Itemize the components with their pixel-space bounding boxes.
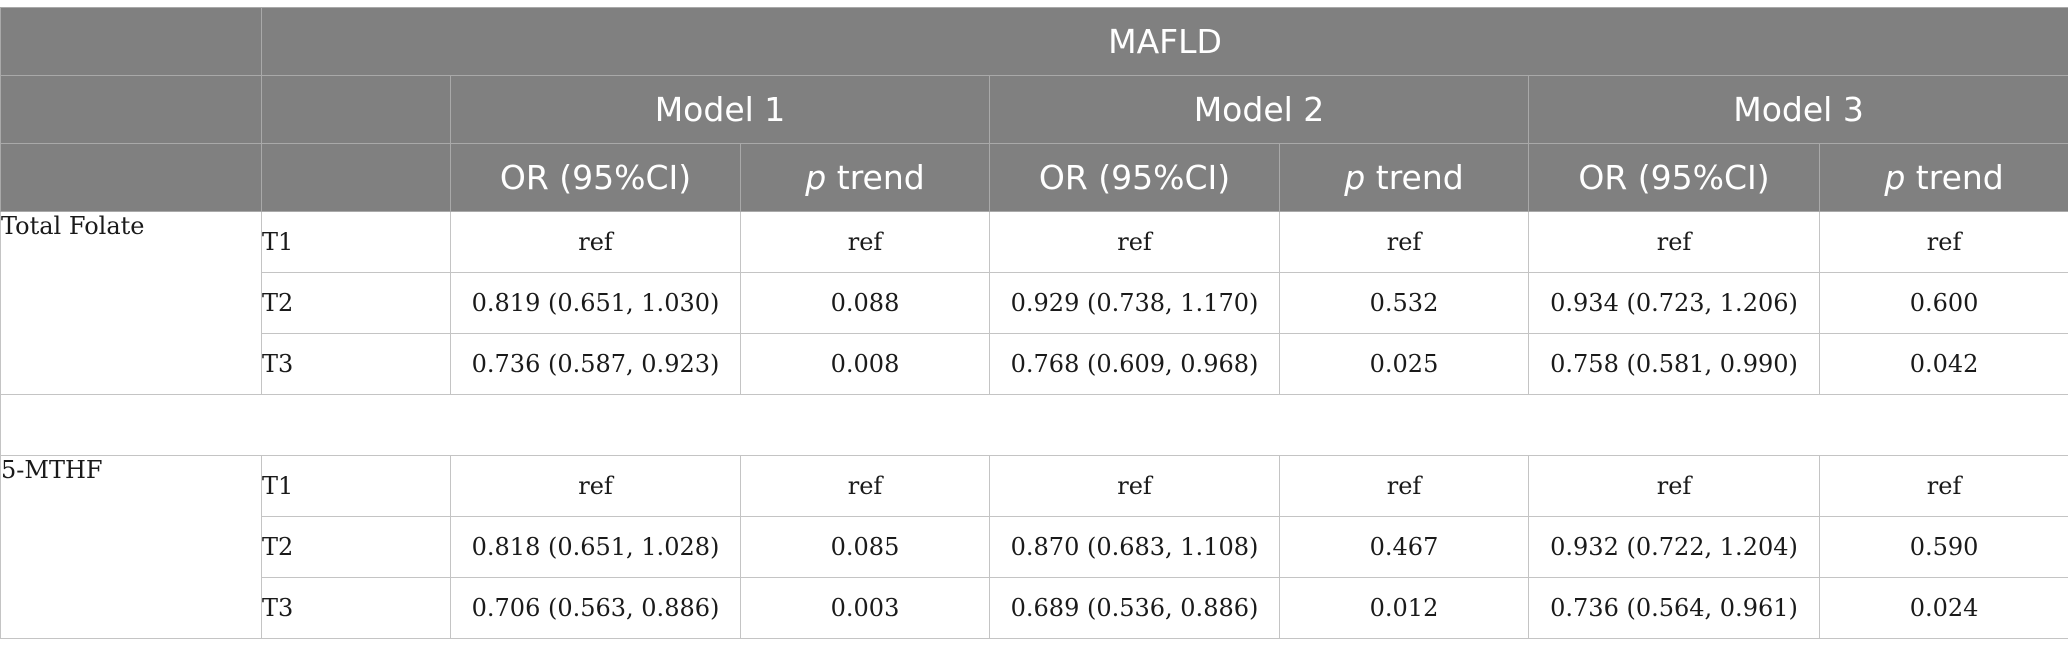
table-row: T2 0.818 (0.651, 1.028) 0.085 0.870 (0.6… xyxy=(1,516,2068,578)
or-ci-header: OR (95%CI) xyxy=(989,143,1280,212)
p-trend-cell: ref xyxy=(1279,211,1529,273)
p-trend-cell: 0.042 xyxy=(1818,333,2068,395)
or-cell: 0.929 (0.738, 1.170) xyxy=(989,272,1280,334)
table-row: Total Folate T1 ref ref ref ref ref ref xyxy=(0,211,2068,395)
p-trend-cell: ref xyxy=(1818,211,2068,273)
p-trend-cell: 0.600 xyxy=(1818,272,2068,334)
p-trend-cell: 0.590 xyxy=(1818,516,2068,578)
header-empty-cell xyxy=(0,7,262,76)
p-trend-header: p trend xyxy=(1818,143,2068,212)
p-symbol: p xyxy=(805,158,827,197)
p-symbol: p xyxy=(1344,158,1366,197)
table-row: T2 0.819 (0.651, 1.030) 0.088 0.929 (0.7… xyxy=(1,272,2068,334)
trend-word: trend xyxy=(836,158,925,197)
table-row: T3 0.736 (0.587, 0.923) 0.008 0.768 (0.6… xyxy=(1,333,2068,395)
or-cell: 0.768 (0.609, 0.968) xyxy=(989,333,1280,395)
or-cell: 0.932 (0.722, 1.204) xyxy=(1528,516,1820,578)
or-ci-header: OR (95%CI) xyxy=(1528,143,1820,212)
tertile-cell: T3 xyxy=(261,333,451,395)
or-cell: 0.736 (0.564, 0.961) xyxy=(1528,577,1820,639)
header-empty-cell xyxy=(261,143,451,212)
or-cell: ref xyxy=(989,455,1280,517)
trend-word: trend xyxy=(1915,158,2004,197)
or-cell: 0.758 (0.581, 0.990) xyxy=(1528,333,1820,395)
p-trend-cell: 0.467 xyxy=(1279,516,1529,578)
header-row-outcome: MAFLD xyxy=(0,7,2068,76)
or-cell: ref xyxy=(1528,455,1820,517)
p-trend-cell: 0.003 xyxy=(740,577,990,639)
header-empty-cell xyxy=(261,75,451,144)
tertile-cell: T2 xyxy=(261,516,451,578)
group-label-5-mthf: 5-MTHF xyxy=(0,455,262,639)
p-trend-cell: 0.024 xyxy=(1818,577,2068,639)
spacer-cell xyxy=(0,394,2068,456)
table-row: T3 0.706 (0.563, 0.886) 0.003 0.689 (0.5… xyxy=(1,577,2068,639)
p-trend-header: p trend xyxy=(740,143,990,212)
or-cell: 0.689 (0.536, 0.886) xyxy=(989,577,1280,639)
p-symbol: p xyxy=(1884,158,1906,197)
tertile-cell: T2 xyxy=(261,272,451,334)
p-trend-cell: 0.085 xyxy=(740,516,990,578)
header-row-stats: OR (95%CI) p trend OR (95%CI) p trend OR… xyxy=(0,143,2068,212)
p-trend-cell: ref xyxy=(740,455,990,517)
results-table: MAFLD Model 1 Model 2 Model 3 OR (95%CI)… xyxy=(0,7,2068,639)
or-cell: 0.870 (0.683, 1.108) xyxy=(989,516,1280,578)
or-cell: 0.819 (0.651, 1.030) xyxy=(450,272,741,334)
or-cell: ref xyxy=(450,211,741,273)
p-trend-header: p trend xyxy=(1279,143,1529,212)
or-cell: 0.706 (0.563, 0.886) xyxy=(450,577,741,639)
header-empty-cell xyxy=(0,143,262,212)
p-trend-cell: ref xyxy=(740,211,990,273)
header-empty-cell xyxy=(0,75,262,144)
p-trend-cell: ref xyxy=(1818,455,2068,517)
or-cell: ref xyxy=(1528,211,1820,273)
table-row: 5-MTHF T1 ref ref ref ref ref ref xyxy=(0,455,2068,639)
p-trend-cell: 0.532 xyxy=(1279,272,1529,334)
group-label-total-folate: Total Folate xyxy=(0,211,262,395)
p-trend-cell: 0.012 xyxy=(1279,577,1529,639)
or-cell: 0.934 (0.723, 1.206) xyxy=(1528,272,1820,334)
or-cell: 0.736 (0.587, 0.923) xyxy=(450,333,741,395)
outcome-header: MAFLD xyxy=(260,7,2068,76)
trend-word: trend xyxy=(1375,158,1464,197)
tertile-cell: T1 xyxy=(261,455,451,517)
or-ci-header: OR (95%CI) xyxy=(450,143,741,212)
p-trend-cell: 0.088 xyxy=(740,272,990,334)
model-3-header: Model 3 xyxy=(1527,75,2068,144)
p-trend-cell: 0.008 xyxy=(740,333,990,395)
spacer-row xyxy=(0,394,2068,456)
tertile-cell: T3 xyxy=(261,577,451,639)
or-cell: ref xyxy=(450,455,741,517)
model-1-header: Model 1 xyxy=(450,75,990,144)
p-trend-cell: ref xyxy=(1279,455,1529,517)
header-row-models: Model 1 Model 2 Model 3 xyxy=(0,75,2068,144)
or-cell: ref xyxy=(989,211,1280,273)
or-cell: 0.818 (0.651, 1.028) xyxy=(450,516,741,578)
tertile-cell: T1 xyxy=(261,211,451,273)
p-trend-cell: 0.025 xyxy=(1279,333,1529,395)
model-2-header: Model 2 xyxy=(989,75,1529,144)
